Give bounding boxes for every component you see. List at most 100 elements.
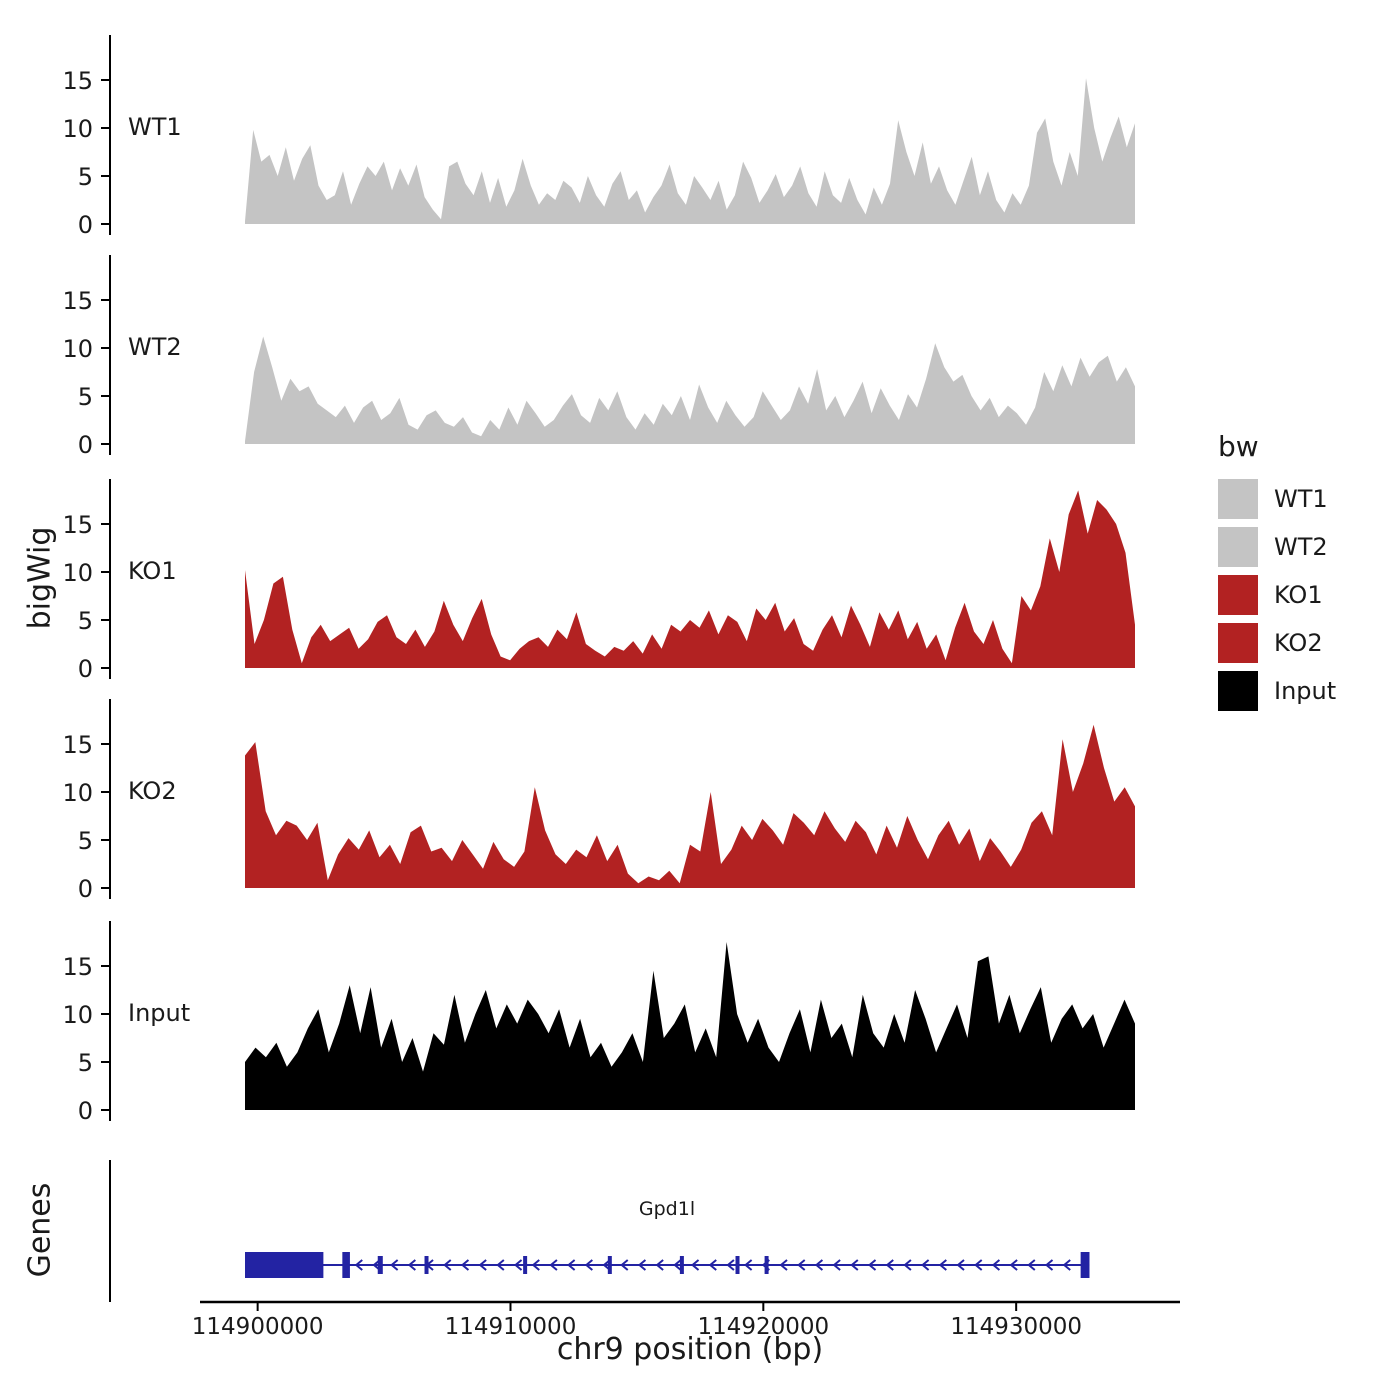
strand-arrow-icon: [708, 1259, 717, 1271]
y-tick-label: 10: [62, 335, 93, 363]
track-label-input: Input: [128, 999, 191, 1027]
y-tick-label: 15: [62, 67, 93, 95]
track-label-wt2: WT2: [128, 333, 182, 361]
track-label-ko2: KO2: [128, 777, 177, 805]
strand-arrow-icon: [832, 1259, 841, 1271]
strand-arrow-icon: [797, 1259, 806, 1271]
legend-label-wt1: WT1: [1274, 485, 1328, 513]
y-tick-label: 0: [78, 1097, 93, 1121]
strand-arrow-icon: [443, 1259, 452, 1271]
exon-block: [342, 1252, 350, 1278]
coverage-area-ko2: [245, 724, 1135, 888]
strand-arrow-icon: [460, 1259, 470, 1271]
strand-arrow-icon: [549, 1259, 558, 1271]
coverage-area-input: [245, 942, 1135, 1110]
legend-swatch-wt2: [1218, 527, 1258, 567]
strand-arrow-icon: [407, 1259, 416, 1271]
legend-item-wt2: WT2: [1218, 527, 1336, 567]
exon-block: [523, 1256, 528, 1274]
strand-arrow-icon: [867, 1259, 877, 1271]
y-axis-title: bigWig: [22, 526, 58, 630]
strand-arrow-icon: [673, 1259, 682, 1271]
track-input: 0 5 10 15 Input: [60, 921, 1180, 1121]
x-tick-label: 114930000: [950, 1314, 1082, 1340]
y-tick-label: 10: [62, 115, 93, 143]
legend-swatch-input: [1218, 671, 1258, 711]
strand-arrow-icon: [637, 1259, 647, 1271]
track-ko2: 0 5 10 15 KO2: [60, 699, 1180, 899]
track-wt2-chart: 0 5 10 15: [62, 255, 1135, 455]
strand-arrow-icon: [885, 1259, 894, 1271]
track-ko1: 0 5 10 15 KO1: [60, 479, 1180, 679]
y-tick-label: 5: [78, 607, 93, 635]
gene-model-chart: Gpd1l 114900000 114910000 114920000 11493000…: [109, 1160, 1180, 1340]
strand-arrow-icon: [761, 1259, 770, 1271]
genes-panel: Gpd1l 114900000 114910000 114920000 11493000…: [60, 1155, 1180, 1340]
y-tick-label: 0: [78, 875, 93, 899]
exon-block: [377, 1256, 383, 1274]
legend: bw WT1 WT2 KO1 KO2 Input: [1218, 430, 1336, 711]
strand-arrow-icon: [531, 1259, 540, 1271]
strand-arrow-icon: [602, 1259, 611, 1271]
strand-arrow-icon: [655, 1259, 664, 1271]
strand-arrow-icon: [921, 1259, 930, 1271]
track-label-wt1: WT1: [128, 113, 182, 141]
strand-arrow-icon: [567, 1259, 576, 1271]
exon-block: [764, 1256, 769, 1274]
legend-title: bw: [1218, 430, 1259, 463]
y-tick-label: 5: [78, 383, 93, 411]
track-ko2-chart: 0 5 10 15: [62, 699, 1135, 899]
y-tick-label: 0: [78, 431, 93, 455]
legend-swatch-ko1: [1218, 575, 1258, 615]
y-tick-label: 5: [78, 1049, 93, 1077]
coverage-area-ko1: [245, 490, 1135, 668]
legend-label-ko2: KO2: [1274, 629, 1323, 657]
strand-arrow-icon: [1044, 1259, 1054, 1271]
track-label-ko1: KO1: [128, 557, 177, 585]
legend-swatch-wt1: [1218, 479, 1258, 519]
strand-arrow-icon: [903, 1259, 912, 1271]
strand-arrow-icon: [1027, 1259, 1036, 1271]
exon-block: [735, 1256, 740, 1274]
strand-arrow-icon: [1062, 1259, 1071, 1271]
strand-arrow-icon: [496, 1259, 505, 1271]
coverage-area-wt2: [245, 336, 1135, 444]
y-tick-label: 10: [62, 559, 93, 587]
y-tick-label: 0: [78, 211, 93, 235]
legend-label-wt2: WT2: [1274, 533, 1328, 561]
strand-arrow-icon: [372, 1259, 381, 1271]
y-tick-label: 10: [62, 1001, 93, 1029]
legend-swatch-ko2: [1218, 623, 1258, 663]
legend-item-ko1: KO1: [1218, 575, 1336, 615]
x-axis-title: chr9 position (bp): [556, 1332, 824, 1367]
strand-arrow-icon: [425, 1259, 434, 1271]
y-tick-label: 10: [62, 779, 93, 807]
exon-block: [607, 1256, 612, 1274]
y-tick-label: 0: [78, 655, 93, 679]
strand-arrow-icon: [779, 1259, 788, 1271]
strand-arrow-icon: [584, 1259, 593, 1271]
y-tick-label: 15: [62, 953, 93, 981]
strand-arrow-icon: [690, 1259, 700, 1271]
y-tick-label: 15: [62, 511, 93, 539]
legend-item-ko2: KO2: [1218, 623, 1336, 663]
genes-axis-title: Genes: [22, 1182, 58, 1278]
x-tick-label: 114900000: [192, 1314, 324, 1340]
strand-arrow-icon: [814, 1259, 824, 1271]
legend-items: WT1 WT2 KO1 KO2 Input: [1218, 479, 1336, 711]
legend-label-input: Input: [1274, 677, 1337, 705]
y-tick-label: 15: [62, 287, 93, 315]
strand-arrow-icon: [974, 1259, 983, 1271]
track-wt1-chart: 0 5 10 15: [62, 35, 1135, 235]
y-tick-label: 15: [62, 731, 93, 759]
exon-block: [1080, 1252, 1090, 1278]
track-wt1: 0 5 10 15 WT1: [60, 35, 1180, 235]
strand-arrow-icon: [620, 1259, 629, 1271]
strand-arrow-icon: [1009, 1259, 1018, 1271]
y-tick-label: 5: [78, 827, 93, 855]
strand-arrow-icon: [726, 1259, 735, 1271]
legend-item-wt1: WT1: [1218, 479, 1336, 519]
strand-arrow-icon: [390, 1259, 399, 1271]
exon-block: [679, 1256, 684, 1274]
